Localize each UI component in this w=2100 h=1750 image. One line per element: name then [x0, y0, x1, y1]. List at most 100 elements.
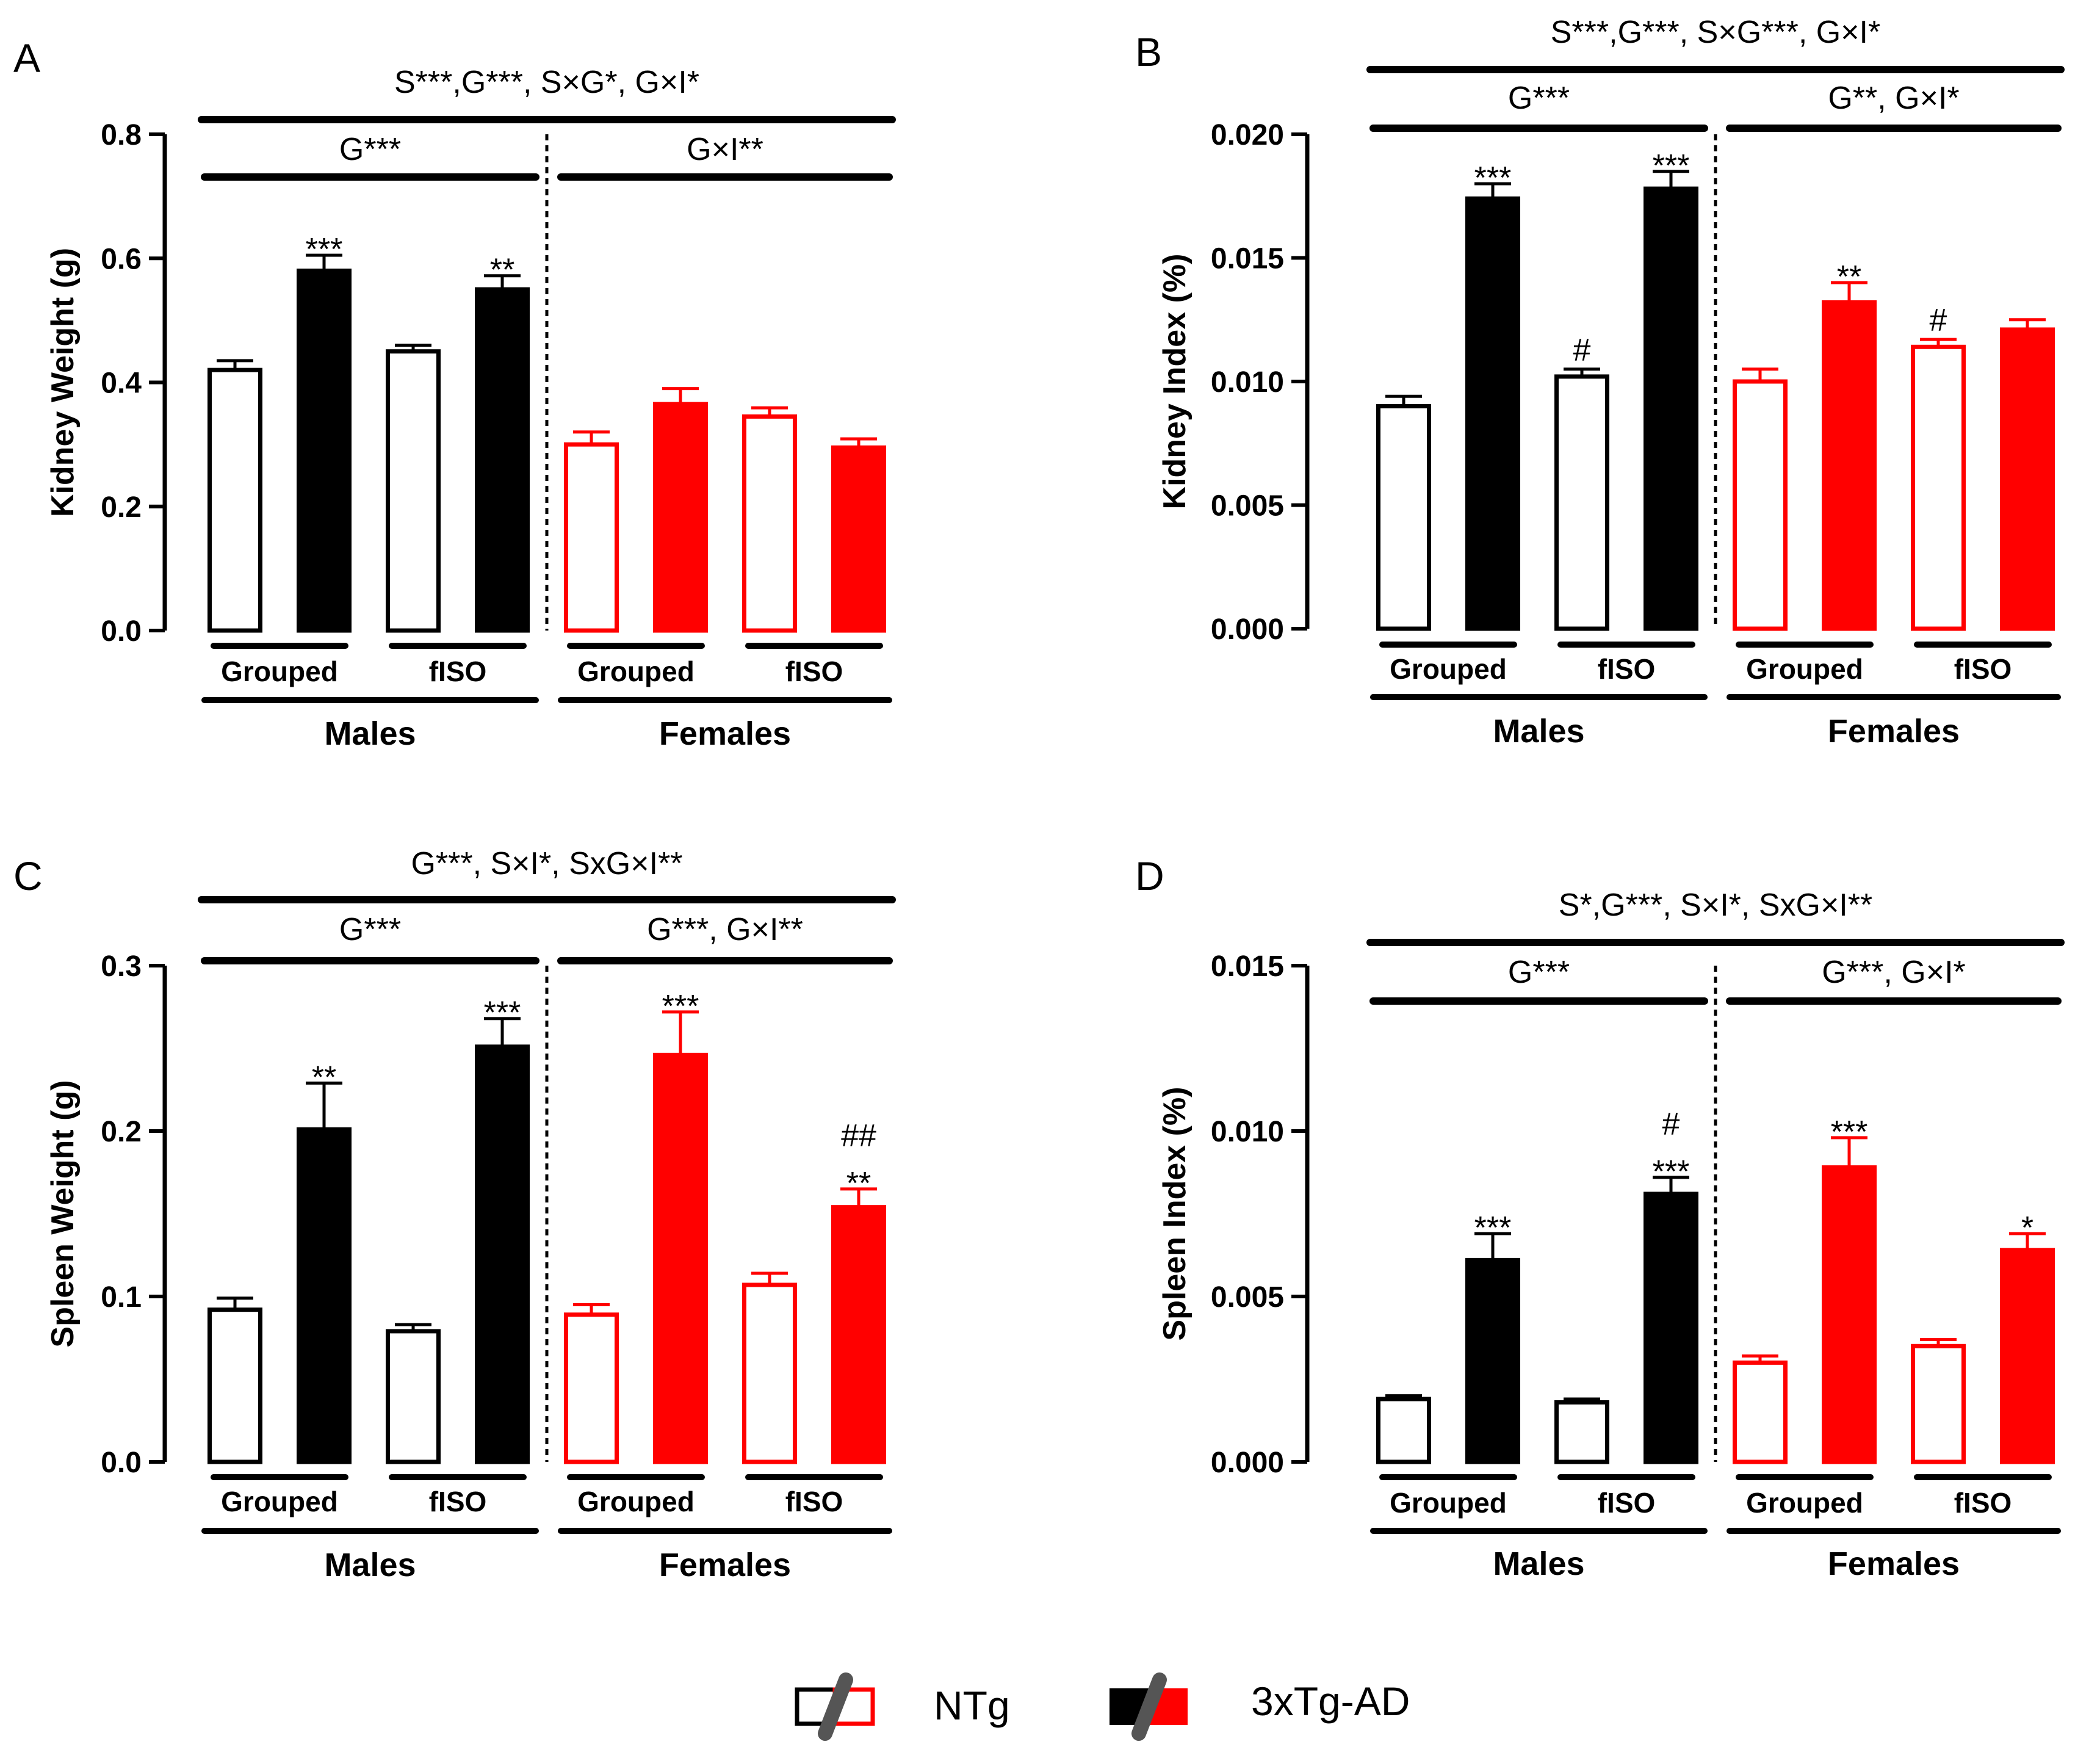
y-tick-label: 0.005 — [1211, 490, 1284, 522]
y-axis-title: Spleen Weight (g) — [45, 1080, 81, 1347]
y-tick-label: 0.005 — [1211, 1281, 1284, 1314]
panel-letter: C — [13, 853, 43, 899]
bar-females-fiso-ntg — [1911, 344, 1966, 631]
overall-stats: G***, S×I*, SxG×I** — [411, 846, 682, 881]
bar-males-fiso-ntg — [1554, 1400, 1609, 1464]
sex-label: Females — [1828, 713, 1960, 750]
sex-label: Females — [1828, 1546, 1960, 1582]
female-stats: G***, G×I** — [647, 912, 803, 947]
legend-item-ntg: NTg — [795, 1672, 1010, 1741]
bar-females-fiso-ntg — [1911, 1343, 1966, 1464]
sex-label: Males — [324, 715, 416, 752]
male-stats: G*** — [339, 912, 401, 947]
housing-label: fISO — [429, 656, 487, 687]
housing-label: Grouped — [1746, 653, 1863, 685]
female-stats: G**, G×I* — [1828, 81, 1959, 116]
y-tick-label: 0.010 — [1211, 366, 1284, 399]
housing-label: Grouped — [221, 656, 338, 687]
bar-females-fiso-3xtg — [2000, 1248, 2055, 1464]
y-tick-label: 0.015 — [1211, 950, 1284, 983]
male-stats: G*** — [1508, 81, 1570, 116]
sex-label: Males — [1493, 713, 1584, 750]
bar-females-grouped-ntg — [564, 442, 619, 633]
significance-marker: ## — [841, 1118, 876, 1154]
sex-label: Females — [659, 715, 791, 752]
bar-females-grouped-3xtg — [653, 402, 708, 633]
y-tick-label: 0.000 — [1211, 1447, 1284, 1479]
bar-males-grouped-ntg — [1376, 404, 1431, 631]
female-stats: G***, G×I* — [1822, 955, 1966, 990]
bar-males-fiso-3xtg — [475, 1044, 530, 1464]
bar-females-grouped-3xtg — [1822, 1165, 1877, 1464]
housing-label: fISO — [1598, 1487, 1656, 1519]
significance-marker: ** — [846, 1166, 871, 1201]
y-tick-label: 0.015 — [1211, 243, 1284, 275]
panel-letter: D — [1135, 853, 1164, 899]
bar-males-grouped-3xtg — [1465, 1257, 1520, 1464]
y-axis-title: Kidney Index (%) — [1157, 254, 1193, 510]
bar-males-fiso-ntg — [386, 349, 441, 633]
bar-females-grouped-3xtg — [1822, 300, 1877, 631]
bar-males-fiso-ntg — [1554, 374, 1609, 631]
y-tick-label: 0.3 — [101, 950, 142, 983]
male-stats: G*** — [1508, 955, 1570, 990]
panel-letter: B — [1135, 29, 1162, 74]
bar-females-fiso-3xtg — [831, 1205, 886, 1464]
bar-males-grouped-3xtg — [297, 1127, 352, 1464]
legend-slash-icon — [1131, 1672, 1167, 1741]
significance-marker: *** — [1831, 1115, 1868, 1150]
housing-label: Grouped — [577, 656, 695, 687]
female-stats: G×I** — [687, 132, 763, 167]
housing-label: fISO — [1598, 653, 1656, 685]
significance-marker: ** — [312, 1060, 336, 1095]
housing-label: Grouped — [1746, 1487, 1863, 1519]
significance-marker: *** — [1474, 1210, 1512, 1246]
significance-marker: *** — [1653, 148, 1690, 184]
overall-stats: S***,G***, S×G*, G×I* — [394, 65, 699, 100]
bar-males-grouped-3xtg — [297, 269, 352, 633]
y-tick-label: 0.0 — [101, 615, 142, 648]
bar-males-grouped-ntg — [207, 367, 262, 633]
bar-males-fiso-3xtg — [475, 287, 530, 633]
bar-females-fiso-ntg — [742, 414, 797, 633]
sex-label: Males — [324, 1547, 416, 1583]
bar-females-grouped-ntg — [564, 1312, 619, 1464]
legend-label-3xtg: 3xTg-AD — [1251, 1679, 1410, 1724]
housing-label: Grouped — [1390, 1487, 1507, 1519]
y-tick-label: 0.020 — [1211, 119, 1284, 151]
bar-males-fiso-3xtg — [1644, 1191, 1698, 1464]
bar-females-fiso-3xtg — [2000, 327, 2055, 631]
y-tick-label: 0.000 — [1211, 613, 1284, 646]
bar-males-fiso-3xtg — [1644, 186, 1698, 631]
panel-letter: A — [13, 35, 40, 81]
y-tick-label: 0.0 — [101, 1447, 142, 1479]
legend-label-ntg: NTg — [934, 1683, 1010, 1728]
significance-marker: * — [2021, 1210, 2033, 1246]
housing-label: Grouped — [221, 1486, 338, 1517]
bar-females-grouped-ntg — [1733, 1360, 1788, 1464]
significance-marker: *** — [662, 989, 699, 1024]
overall-stats: S*,G***, S×I*, SxG×I** — [1559, 888, 1872, 923]
y-tick-label: 0.4 — [101, 367, 142, 400]
housing-label: Grouped — [1390, 653, 1507, 685]
bar-males-fiso-ntg — [386, 1329, 441, 1464]
y-tick-label: 0.8 — [101, 119, 142, 151]
significance-marker: # — [1662, 1107, 1680, 1142]
y-axis-title: Kidney Weight (g) — [45, 248, 81, 517]
significance-marker: # — [1930, 303, 1947, 338]
bar-males-grouped-3xtg — [1465, 196, 1520, 631]
panel-b: B 0.000 0.005 0.010 0.015 0.020 Kidney Index (… — [1135, 15, 2065, 750]
y-axis-title: Spleen Index (%) — [1157, 1087, 1193, 1340]
male-stats: G*** — [339, 132, 401, 167]
bar-females-grouped-ntg — [1733, 379, 1788, 631]
significance-marker: *** — [306, 232, 343, 267]
bar-males-grouped-ntg — [1376, 1397, 1431, 1464]
bar-females-fiso-3xtg — [831, 445, 886, 633]
housing-label: fISO — [785, 1486, 843, 1517]
significance-marker: *** — [484, 996, 521, 1031]
y-tick-label: 0.6 — [101, 243, 142, 275]
